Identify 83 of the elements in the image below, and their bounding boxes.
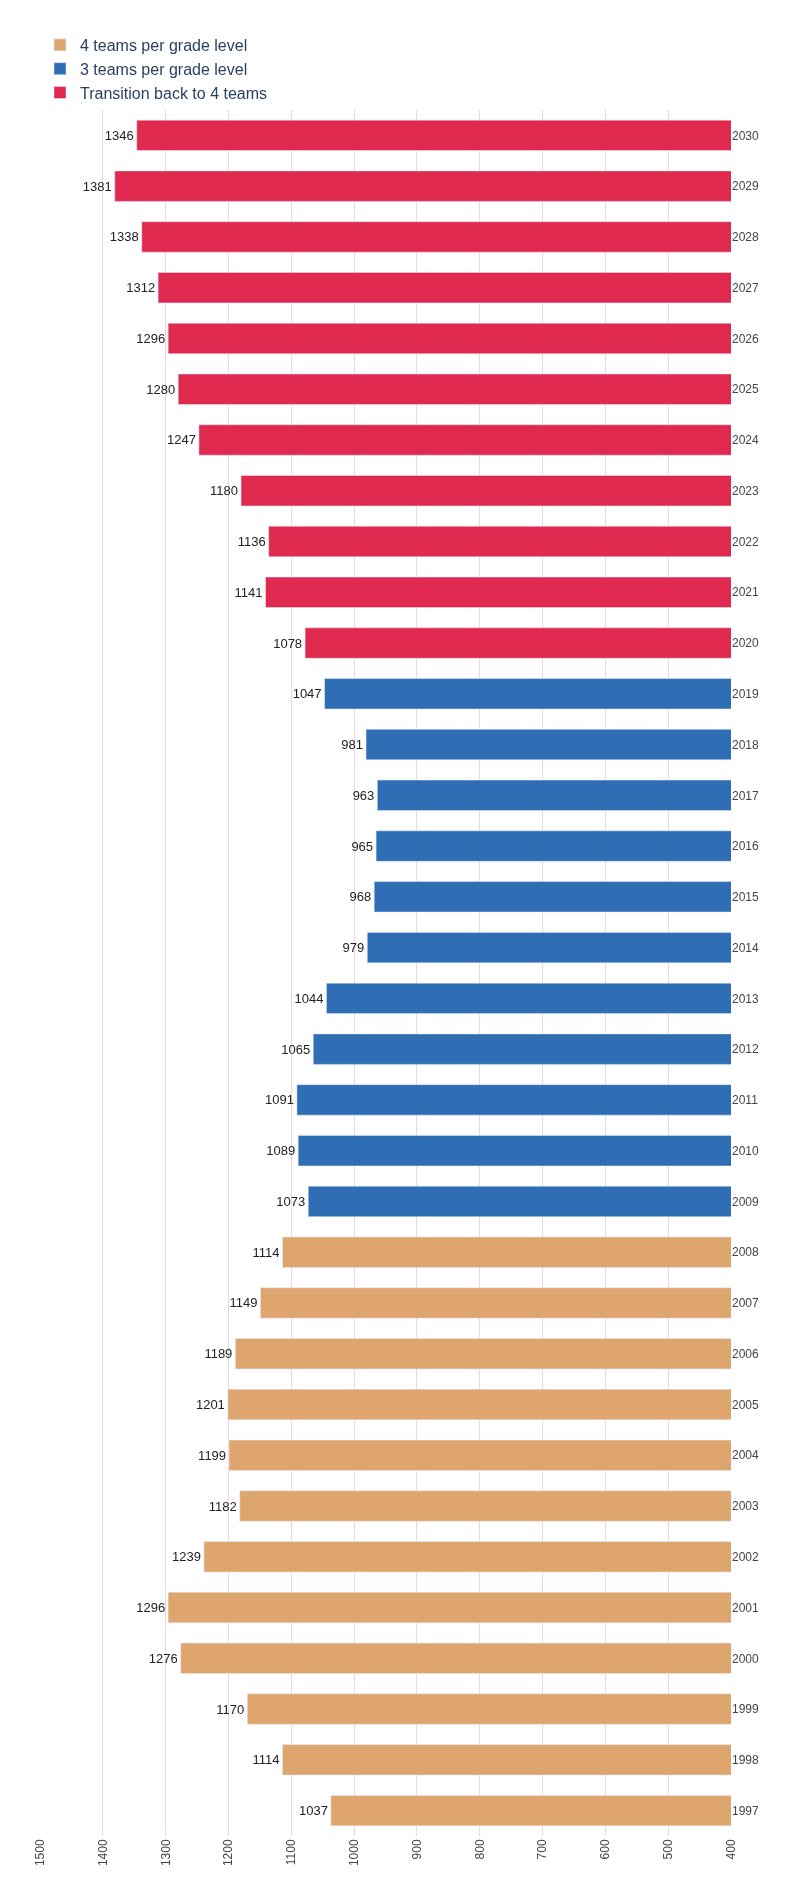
y-tick-label: 2022 — [732, 534, 760, 549]
data-label: 968 — [349, 889, 372, 905]
y-tick-label: 2013 — [732, 991, 760, 1006]
data-label: 1312 — [126, 280, 156, 296]
y-tick-label: 1997 — [732, 1803, 760, 1818]
legend-label: 3 teams per grade level — [80, 60, 248, 78]
data-label: 1149 — [229, 1295, 258, 1311]
x-tick-label: 1500 — [32, 1839, 47, 1867]
x-tick-label: 800 — [472, 1839, 487, 1860]
data-label: 1280 — [146, 381, 176, 397]
y-tick-label: 2024 — [732, 433, 760, 448]
x-tick-label: 500 — [661, 1839, 676, 1860]
data-label: 1199 — [198, 1447, 227, 1463]
y-tick-label: 2021 — [732, 585, 760, 600]
y-tick-label: 1999 — [732, 1702, 760, 1717]
data-label: 1180 — [210, 483, 239, 499]
y-tick-label: 2009 — [732, 1194, 760, 1209]
data-label: 965 — [351, 838, 374, 854]
data-label: 963 — [352, 787, 375, 803]
data-label: 979 — [342, 940, 365, 956]
data-label: 1381 — [82, 178, 112, 194]
legend-label: 4 teams per grade level — [80, 37, 248, 55]
y-tick-label: 2018 — [732, 737, 760, 752]
y-tick-label: 2001 — [732, 1600, 760, 1615]
data-label: 1114 — [252, 1244, 280, 1260]
data-label: 1346 — [104, 127, 134, 143]
y-tick-label: 2000 — [732, 1651, 760, 1666]
y-tick-label: 2007 — [732, 1296, 760, 1311]
data-label: 1201 — [195, 1397, 225, 1412]
y-tick-label: 2029 — [732, 179, 760, 194]
x-tick-label: 1100 — [284, 1839, 299, 1866]
x-tick-label: 1400 — [95, 1839, 110, 1867]
y-tick-label: 2004 — [732, 1448, 760, 1463]
y-tick-label: 2026 — [732, 331, 760, 346]
data-label: 1047 — [292, 686, 322, 702]
data-label: 1141 — [234, 584, 263, 600]
data-label: 1182 — [208, 1498, 237, 1514]
y-tick-label: 2017 — [732, 788, 760, 803]
data-label: 1338 — [109, 229, 139, 245]
data-label: 1247 — [167, 432, 196, 448]
data-label: 1170 — [216, 1701, 245, 1717]
data-label: 1089 — [266, 1143, 296, 1159]
x-tick-label: 1000 — [346, 1839, 361, 1867]
data-label: 1114 — [252, 1752, 280, 1768]
data-label: 1189 — [204, 1346, 233, 1362]
y-tick-label: 2011 — [732, 1093, 759, 1108]
x-tick-label: 700 — [535, 1839, 550, 1860]
data-label: 1276 — [148, 1650, 178, 1666]
y-tick-label: 2027 — [732, 280, 760, 295]
data-label: 1091 — [265, 1092, 294, 1108]
data-label: 981 — [341, 737, 364, 753]
data-label: 1065 — [281, 1041, 311, 1057]
y-tick-label: 2020 — [732, 636, 760, 651]
y-tick-label: 2006 — [732, 1346, 760, 1361]
legend-label: Transition back to 4 teams — [80, 84, 268, 102]
data-label: 1239 — [172, 1549, 201, 1565]
y-tick-label: 2014 — [732, 940, 760, 955]
y-tick-label: 2015 — [732, 890, 760, 905]
x-tick-label: 600 — [598, 1839, 613, 1860]
y-tick-label: 2030 — [732, 128, 760, 143]
y-tick-label: 2028 — [732, 230, 760, 245]
x-tick-label: 900 — [409, 1839, 424, 1860]
y-tick-label: 2016 — [732, 839, 760, 854]
y-tick-label: 2025 — [732, 382, 760, 397]
y-tick-label: 2010 — [732, 1143, 760, 1158]
data-label: 1136 — [237, 534, 266, 549]
y-tick-label: 2005 — [732, 1397, 760, 1412]
x-tick-label: 1300 — [158, 1839, 173, 1867]
data-label: 1078 — [273, 635, 303, 651]
y-tick-label: 2019 — [732, 686, 760, 701]
data-label: 1296 — [136, 330, 166, 346]
y-tick-label: 2012 — [732, 1042, 760, 1057]
y-tick-label: 2023 — [732, 483, 760, 498]
y-tick-label: 2003 — [732, 1499, 760, 1514]
data-label: 1296 — [136, 1600, 166, 1616]
y-tick-label: 2008 — [732, 1245, 760, 1260]
data-label: 1044 — [294, 990, 324, 1006]
data-label: 1037 — [298, 1803, 328, 1819]
data-label: 1073 — [276, 1193, 306, 1209]
x-tick-label: 400 — [723, 1839, 738, 1860]
x-tick-label: 1200 — [221, 1839, 236, 1867]
y-tick-label: 2002 — [732, 1549, 760, 1564]
y-tick-label: 1998 — [732, 1753, 760, 1768]
